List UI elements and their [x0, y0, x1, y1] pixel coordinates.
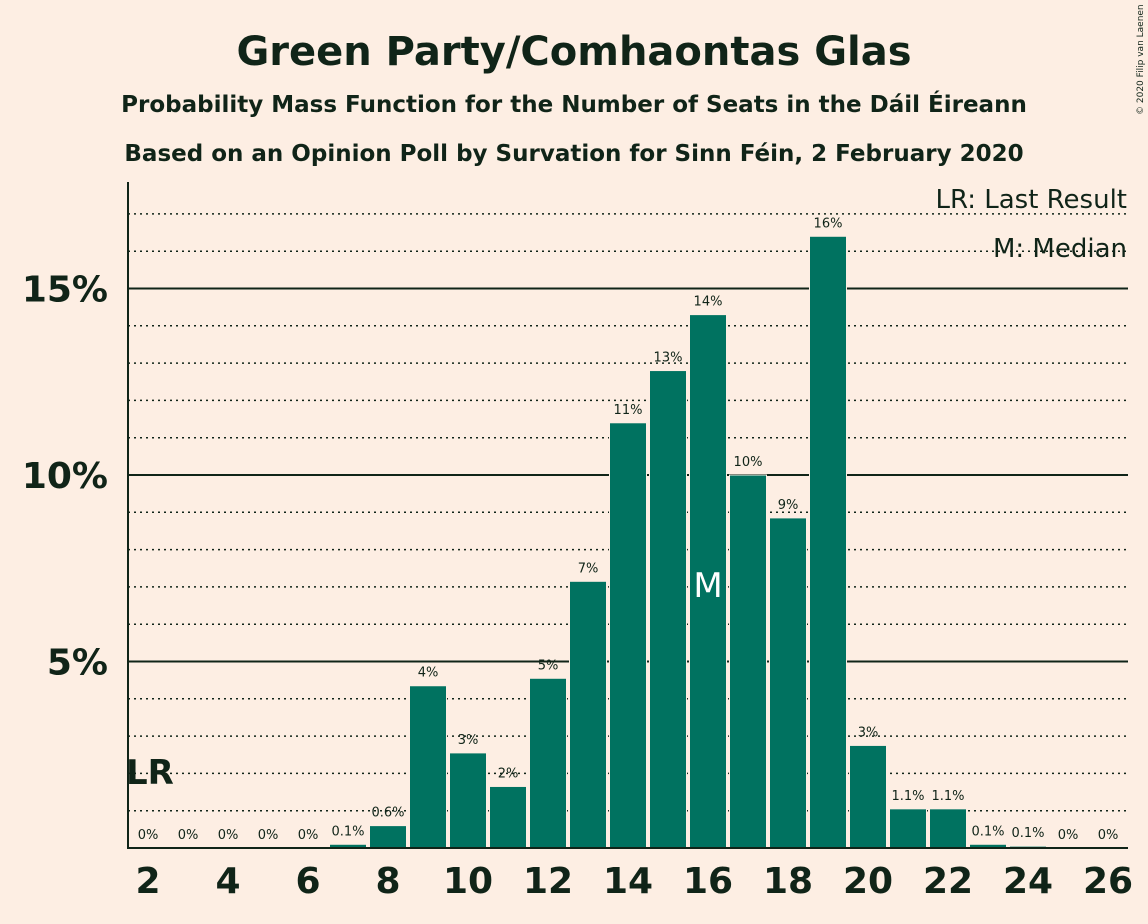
bar-label-seat-23: 0.1% — [971, 824, 1004, 839]
x-tick-label-4: 4 — [215, 861, 240, 902]
bar-seat-19 — [809, 235, 847, 849]
x-tick-label-8: 8 — [375, 861, 400, 902]
last-result-marker: LR — [126, 753, 174, 793]
bar-seat-15 — [649, 370, 687, 849]
bar-label-seat-26: 0% — [1098, 828, 1119, 843]
bar-label-seat-22: 1.1% — [931, 789, 964, 804]
bar-label-seat-18: 9% — [778, 498, 799, 513]
bar-label-seat-16: 14% — [694, 295, 723, 310]
bar-seat-21 — [889, 808, 927, 849]
bar-label-seat-15: 13% — [654, 351, 683, 366]
axes: 2 4 6 8 10 12 14 16 18 20 22 24 265%10%15%LR — [22, 182, 1133, 902]
bar-label-seat-24: 0.1% — [1011, 826, 1044, 841]
bar-label-seat-11: 2% — [498, 766, 519, 781]
y-tick-label-5: 5% — [47, 643, 108, 684]
x-tick-label-22: 22 — [923, 861, 973, 902]
bar-seat-12 — [529, 677, 567, 849]
bar-seat-10 — [449, 752, 487, 849]
median-marker: M — [693, 566, 722, 606]
chart-subtitle-2: Based on an Opinion Poll by Survation fo… — [124, 141, 1023, 167]
bar-label-seat-7: 0.1% — [331, 824, 364, 839]
y-tick-label-15: 15% — [22, 270, 108, 311]
x-tick-label-2: 2 — [135, 861, 160, 902]
x-tick-label-12: 12 — [523, 861, 573, 902]
bars: 0% 0% 0% 0% 0% 0.1% 0.6% 4% 3% 2% 5% 7% 11% 13% 14% M 10… — [138, 216, 1119, 849]
legend-last-result: LR: Last Result — [935, 185, 1127, 215]
bar-label-seat-21: 1.1% — [891, 789, 924, 804]
x-tick-label-6: 6 — [295, 861, 320, 902]
bar-seat-14 — [609, 422, 647, 849]
bar-label-seat-10: 3% — [458, 733, 479, 748]
bar-label-seat-5: 0% — [258, 828, 279, 843]
bar-label-seat-12: 5% — [538, 658, 559, 673]
bar-label-seat-19: 16% — [814, 216, 843, 231]
x-tick-label-26: 26 — [1083, 861, 1133, 902]
chart-title: Green Party/Comhaontas Glas — [236, 29, 911, 75]
bar-label-seat-25: 0% — [1058, 828, 1079, 843]
bar-label-seat-4: 0% — [218, 828, 239, 843]
bar-label-seat-17: 10% — [734, 455, 763, 470]
bar-label-seat-8: 0.6% — [371, 806, 404, 821]
x-tick-label-20: 20 — [843, 861, 893, 902]
bar-seat-11 — [489, 785, 527, 849]
y-tick-label-10: 10% — [22, 456, 108, 497]
bar-label-seat-14: 11% — [614, 403, 643, 418]
bar-label-seat-20: 3% — [858, 725, 879, 740]
bar-seat-22 — [929, 808, 967, 849]
x-tick-label-14: 14 — [603, 861, 653, 902]
bar-label-seat-9: 4% — [418, 666, 439, 681]
bar-label-seat-2: 0% — [138, 828, 159, 843]
bar-label-seat-13: 7% — [578, 561, 599, 576]
bar-seat-13 — [569, 580, 607, 849]
legend-median: M: Median — [993, 234, 1127, 264]
bar-label-seat-6: 0% — [298, 828, 319, 843]
bar-label-seat-3: 0% — [178, 828, 199, 843]
x-tick-label-24: 24 — [1003, 861, 1053, 902]
bar-seat-8 — [369, 825, 407, 849]
copyright-text: © 2020 Filip van Laenen — [1136, 4, 1146, 115]
x-tick-label-18: 18 — [763, 861, 813, 902]
x-tick-label-10: 10 — [443, 861, 493, 902]
bar-seat-20 — [849, 744, 887, 849]
bar-seat-18 — [769, 517, 807, 849]
chart-subtitle: Probability Mass Function for the Number… — [121, 90, 1027, 118]
bar-seat-9 — [409, 685, 447, 849]
bar-seat-17 — [729, 474, 767, 849]
x-tick-label-16: 16 — [683, 861, 733, 902]
